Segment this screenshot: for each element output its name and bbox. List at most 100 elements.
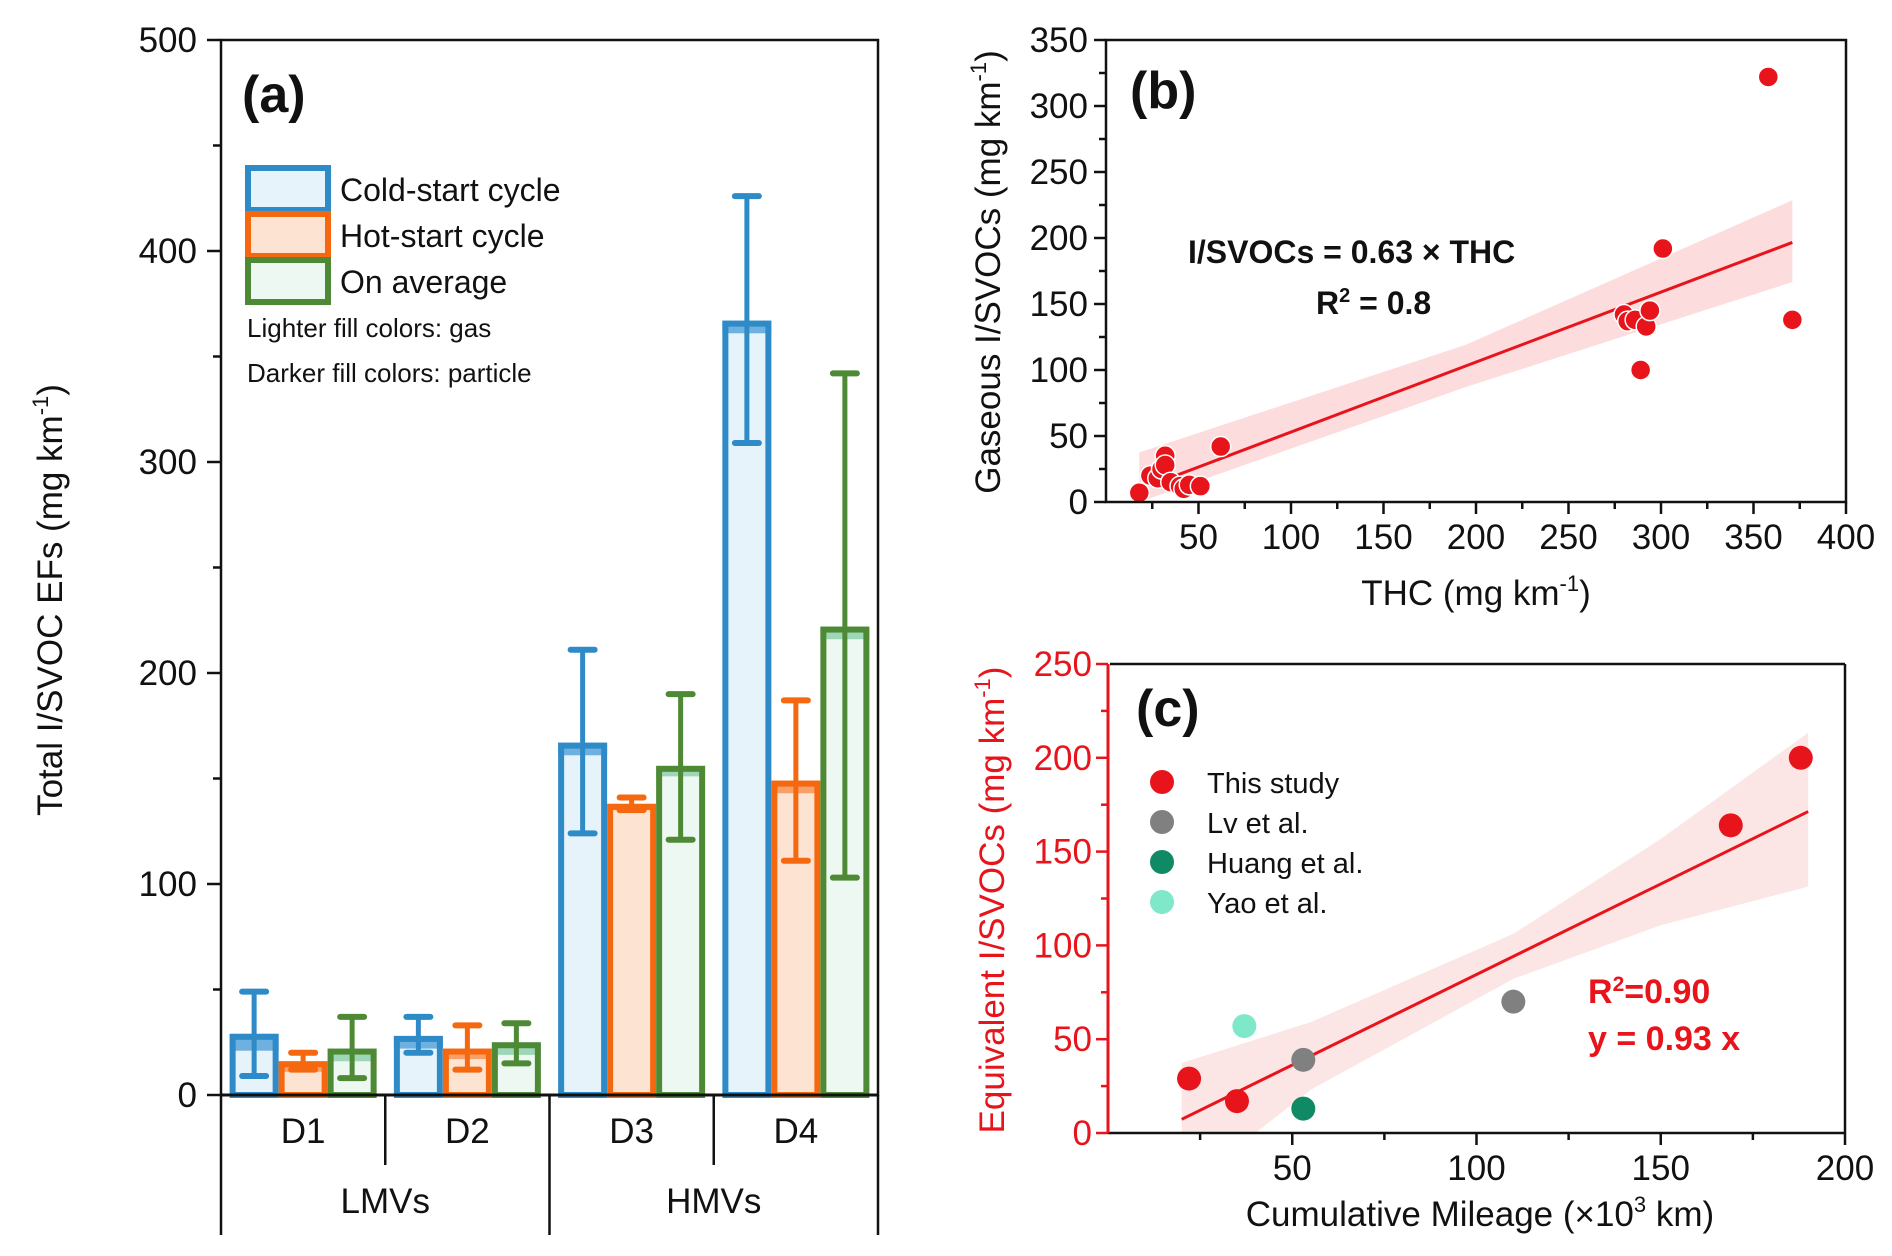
- legend-label: Cold-start cycle: [340, 172, 561, 208]
- panel-c-ylabel: Equivalent I/SVOCs (mg km-1): [970, 667, 1012, 1134]
- panel-a: 0 100 200 300 400 500 D1 D2 D3 D4 LMVs HMVs (a) To…: [28, 21, 880, 1235]
- b-data-point: [1781, 309, 1804, 331]
- a-group-label: LMVs: [341, 1182, 430, 1221]
- panel-b-label: (b): [1130, 62, 1196, 120]
- legend-note-particle: Darker fill colors: particle: [247, 358, 532, 388]
- a-category-label: D3: [609, 1112, 654, 1151]
- legend-marker: [1150, 890, 1174, 914]
- bar-D4-0: [722, 193, 772, 1098]
- legend-swatch: [245, 257, 331, 305]
- a-ytick-label: 0: [178, 1076, 197, 1115]
- panel-a-label: (a): [242, 66, 306, 124]
- a-category-label: D1: [281, 1112, 326, 1151]
- panel-b-equation: I/SVOCs = 0.63 × THC: [1188, 234, 1515, 270]
- legend-label: On average: [340, 264, 507, 300]
- c-data-point: [1718, 813, 1743, 838]
- b-xtick-label: 100: [1262, 518, 1320, 557]
- legend-marker: [1150, 850, 1174, 874]
- bar-gas-fill: [607, 803, 657, 1095]
- c-ytick-label: 150: [1034, 833, 1092, 872]
- b-data-point: [1652, 237, 1674, 260]
- bar-D3-0: [558, 646, 608, 1098]
- c-data-point: [1291, 1096, 1316, 1121]
- bar-D2-1: [442, 1022, 492, 1098]
- bar-gas-fill: [722, 320, 772, 1095]
- b-data-point: [1189, 475, 1212, 497]
- b-data-point: [1128, 482, 1151, 504]
- panel-c-xlabel: Cumulative Mileage (×103 km): [1246, 1192, 1714, 1234]
- bar-D1-1: [278, 1049, 328, 1098]
- b-xtick-label: 400: [1817, 518, 1875, 557]
- c-ytick-label: 200: [1034, 739, 1092, 778]
- a-ytick-label: 300: [139, 443, 197, 482]
- panel-c-legend: This study Lv et al. Huang et al. Yao et al…: [1150, 768, 1363, 920]
- c-ytick-label: 100: [1034, 926, 1092, 965]
- b-xtick-label: 350: [1724, 518, 1782, 557]
- c-confidence-band: [1181, 732, 1809, 1133]
- c-data-point: [1501, 989, 1526, 1014]
- bar-D3-1: [607, 794, 657, 1098]
- legend-label: Lv et al.: [1207, 808, 1309, 840]
- panel-c-label: (c): [1136, 680, 1200, 738]
- b-ytick-label: 350: [1030, 21, 1088, 60]
- c-ytick-label: 250: [1034, 645, 1092, 684]
- b-ytick-label: 150: [1030, 285, 1088, 324]
- b-ytick-label: 300: [1030, 87, 1088, 126]
- legend-note-gas: Lighter fill colors: gas: [247, 313, 491, 343]
- b-ytick-label: 100: [1030, 351, 1088, 390]
- a-ytick-label: 400: [139, 232, 197, 271]
- bar-D3-2: [656, 691, 706, 1099]
- c-ytick-label: 50: [1053, 1020, 1092, 1059]
- a-category-label: D2: [445, 1112, 490, 1151]
- c-xtick-label: 50: [1273, 1149, 1312, 1188]
- b-xtick-label: 150: [1354, 518, 1412, 557]
- legend-label: Yao et al.: [1207, 888, 1327, 920]
- b-fit-line: [1160, 241, 1793, 483]
- c-xtick-label: 100: [1447, 1149, 1505, 1188]
- b-data-point: [1639, 299, 1661, 322]
- c-ytick-label: 0: [1073, 1114, 1092, 1153]
- b-xtick-label: 300: [1632, 518, 1690, 557]
- legend-label: Hot-start cycle: [340, 218, 544, 254]
- b-data-point: [1629, 359, 1652, 381]
- legend-swatch: [245, 165, 331, 213]
- bar-D2-2: [491, 1020, 541, 1098]
- legend-marker: [1150, 810, 1174, 834]
- a-category-label: D4: [774, 1112, 819, 1151]
- b-ytick-label: 250: [1030, 153, 1088, 192]
- legend-label: This study: [1207, 768, 1340, 800]
- bar-D4-1: [771, 697, 821, 1098]
- c-xtick-label: 150: [1632, 1149, 1690, 1188]
- panel-b-r2: R2 = 0.8: [1316, 285, 1431, 321]
- bar-D2-0: [393, 1013, 443, 1099]
- b-ytick-label: 200: [1030, 219, 1088, 258]
- legend-label: Huang et al.: [1207, 848, 1363, 880]
- panel-a-ylabel: Total I/SVOC EFs (mg km-1): [28, 384, 70, 816]
- b-data-point: [1209, 435, 1232, 458]
- c-data-point: [1788, 745, 1813, 770]
- panel-b-xlabel: THC (mg km-1): [1361, 571, 1591, 613]
- bar-D1-2: [327, 1013, 377, 1098]
- legend-swatch: [245, 211, 331, 259]
- panel-c-equation: y = 0.93 x: [1588, 1020, 1740, 1058]
- bar-D4-2: [820, 370, 870, 1099]
- b-xtick-label: 50: [1179, 518, 1218, 557]
- b-ytick-label: 50: [1049, 417, 1088, 456]
- c-fit-line: [1181, 810, 1809, 1121]
- b-ytick-label: 0: [1069, 483, 1088, 522]
- panel-b-ylabel: Gaseous I/SVOCs (mg km-1): [966, 50, 1008, 494]
- c-data-point: [1232, 1014, 1257, 1039]
- c-data-point: [1291, 1047, 1316, 1072]
- a-ytick-label: 200: [139, 654, 197, 693]
- a-group-label: HMVs: [666, 1182, 761, 1221]
- c-xtick-label: 200: [1816, 1149, 1874, 1188]
- c-data-point: [1177, 1066, 1202, 1091]
- a-ytick-label: 500: [139, 21, 197, 60]
- panel-c-r2: R2=0.90: [1588, 973, 1710, 1011]
- b-xtick-label: 200: [1447, 518, 1505, 557]
- bar-D1-0: [229, 988, 279, 1099]
- panel-a-legend: Cold-start cycle Hot-start cycle On averag…: [245, 165, 561, 305]
- c-data-point: [1224, 1089, 1249, 1114]
- panel-b: 0 50 100 150 200 250 300 350 50 100 150 200 250 300 35…: [966, 21, 1875, 613]
- legend-marker: [1150, 770, 1174, 794]
